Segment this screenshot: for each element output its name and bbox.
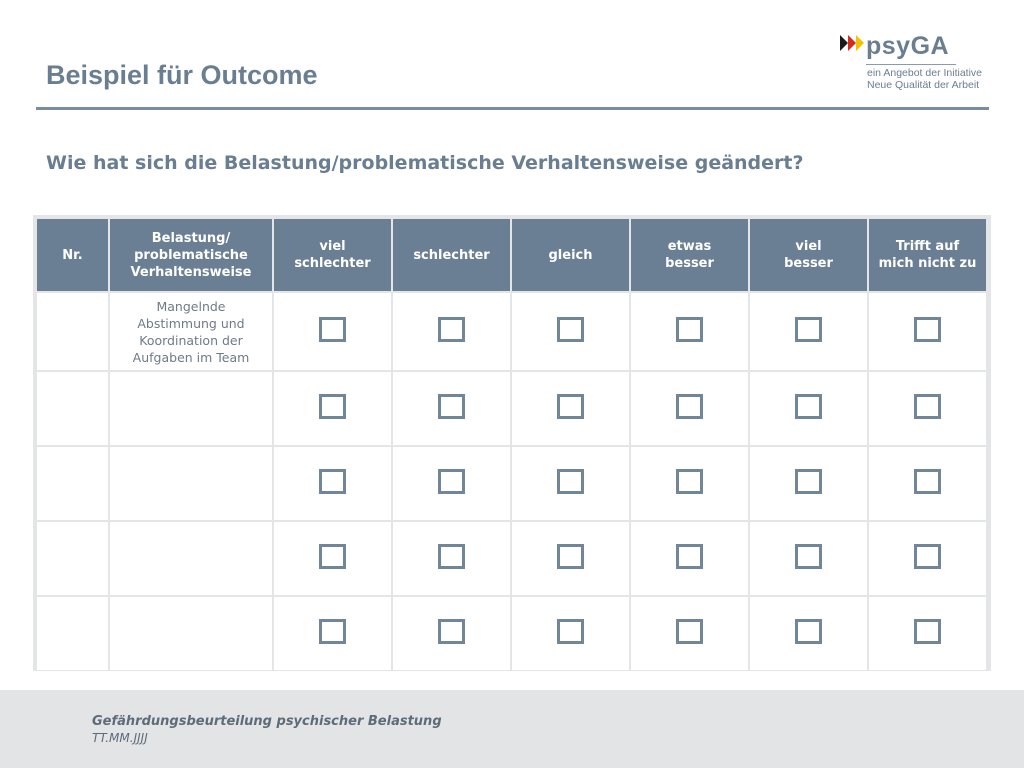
table-row xyxy=(37,372,986,445)
header-etwas-besser: etwas besser xyxy=(631,219,748,291)
checkbox-viel-besser-empty-checkbox-icon[interactable] xyxy=(795,619,822,644)
option-schlechter-cell xyxy=(393,597,510,670)
table-row xyxy=(37,597,986,670)
table-row xyxy=(37,522,986,595)
checkbox-gleich-empty-checkbox-icon[interactable] xyxy=(557,394,584,419)
option-viel-schlechter-cell xyxy=(274,522,391,595)
logo-arrows-icon xyxy=(840,35,864,51)
logo-divider xyxy=(866,64,956,65)
checkbox-viel-schlechter-empty-checkbox-icon[interactable] xyxy=(319,394,346,419)
checkbox-viel-besser-empty-checkbox-icon[interactable] xyxy=(795,544,822,569)
option-gleich-cell xyxy=(512,293,629,370)
question-heading: Wie hat sich die Belastung/problematisch… xyxy=(46,152,804,174)
row-nr-cell xyxy=(37,447,108,520)
option-viel-besser-cell xyxy=(750,293,867,370)
option-viel-besser-cell xyxy=(750,372,867,445)
table-header-row: Nr. Belastung/ problematische Verhaltens… xyxy=(37,219,986,291)
outcome-table-frame: Nr. Belastung/ problematische Verhaltens… xyxy=(33,215,991,671)
checkbox-gleich-empty-checkbox-icon[interactable] xyxy=(557,469,584,494)
option-trifft-nicht-zu-cell xyxy=(869,522,986,595)
option-etwas-besser-cell xyxy=(631,522,748,595)
checkbox-viel-schlechter-empty-checkbox-icon[interactable] xyxy=(319,619,346,644)
checkbox-schlechter-empty-checkbox-icon[interactable] xyxy=(438,469,465,494)
outcome-table: Nr. Belastung/ problematische Verhaltens… xyxy=(35,217,988,672)
option-etwas-besser-cell xyxy=(631,447,748,520)
option-gleich-cell xyxy=(512,447,629,520)
checkbox-schlechter-empty-checkbox-icon[interactable] xyxy=(438,544,465,569)
option-viel-schlechter-cell xyxy=(274,447,391,520)
option-trifft-nicht-zu-cell xyxy=(869,597,986,670)
option-viel-schlechter-cell xyxy=(274,597,391,670)
row-item-cell xyxy=(110,447,272,520)
option-etwas-besser-cell xyxy=(631,597,748,670)
header-gleich: gleich xyxy=(512,219,629,291)
logo-wordmark: psyGA xyxy=(866,32,950,60)
row-item-text: Mangelnde Abstimmung und Koordination de… xyxy=(132,298,250,365)
table-row: Mangelnde Abstimmung und Koordination de… xyxy=(37,293,986,370)
checkbox-trifft-nicht-zu-empty-checkbox-icon[interactable] xyxy=(914,619,941,644)
footer-bar: Gefährdungsbeurteilung psychischer Belas… xyxy=(0,690,1024,768)
table-row xyxy=(37,447,986,520)
option-viel-schlechter-cell xyxy=(274,293,391,370)
option-trifft-nicht-zu-cell xyxy=(869,447,986,520)
checkbox-viel-besser-empty-checkbox-icon[interactable] xyxy=(795,317,822,342)
header-viel-schlechter: viel schlechter xyxy=(274,219,391,291)
option-viel-besser-cell xyxy=(750,597,867,670)
option-schlechter-cell xyxy=(393,372,510,445)
checkbox-etwas-besser-empty-checkbox-icon[interactable] xyxy=(676,317,703,342)
header-viel-besser: viel besser xyxy=(750,219,867,291)
option-gleich-cell xyxy=(512,522,629,595)
row-nr-cell xyxy=(37,372,108,445)
checkbox-viel-schlechter-empty-checkbox-icon[interactable] xyxy=(319,317,346,342)
checkbox-gleich-empty-checkbox-icon[interactable] xyxy=(557,317,584,342)
option-gleich-cell xyxy=(512,372,629,445)
header-nr: Nr. xyxy=(37,219,108,291)
logo-subtitle-line1: ein Angebot der Initiative xyxy=(867,67,982,79)
checkbox-trifft-nicht-zu-empty-checkbox-icon[interactable] xyxy=(914,544,941,569)
option-schlechter-cell xyxy=(393,293,510,370)
option-gleich-cell xyxy=(512,597,629,670)
row-item-cell xyxy=(110,522,272,595)
option-viel-schlechter-cell xyxy=(274,372,391,445)
footer-date: TT.MM.JJJJ xyxy=(92,731,148,745)
option-schlechter-cell xyxy=(393,447,510,520)
option-etwas-besser-cell xyxy=(631,372,748,445)
footer-document-title: Gefährdungsbeurteilung psychischer Belas… xyxy=(92,714,442,729)
header-belastung: Belastung/ problematische Verhaltensweis… xyxy=(110,219,272,291)
checkbox-etwas-besser-empty-checkbox-icon[interactable] xyxy=(676,619,703,644)
row-nr-cell xyxy=(37,293,108,370)
logo-subtitle-line2: Neue Qualität der Arbeit xyxy=(867,79,980,91)
checkbox-trifft-nicht-zu-empty-checkbox-icon[interactable] xyxy=(914,394,941,419)
row-nr-cell xyxy=(37,597,108,670)
checkbox-gleich-empty-checkbox-icon[interactable] xyxy=(557,544,584,569)
checkbox-trifft-nicht-zu-empty-checkbox-icon[interactable] xyxy=(914,317,941,342)
checkbox-viel-besser-empty-checkbox-icon[interactable] xyxy=(795,394,822,419)
option-trifft-nicht-zu-cell xyxy=(869,293,986,370)
checkbox-schlechter-empty-checkbox-icon[interactable] xyxy=(438,317,465,342)
checkbox-etwas-besser-empty-checkbox-icon[interactable] xyxy=(676,544,703,569)
row-item-cell xyxy=(110,597,272,670)
row-item-cell: Mangelnde Abstimmung und Koordination de… xyxy=(110,293,272,370)
option-viel-besser-cell xyxy=(750,447,867,520)
checkbox-viel-schlechter-empty-checkbox-icon[interactable] xyxy=(319,469,346,494)
header-trifft-nicht-zu: Trifft auf mich nicht zu xyxy=(869,219,986,291)
checkbox-viel-schlechter-empty-checkbox-icon[interactable] xyxy=(319,544,346,569)
checkbox-viel-besser-empty-checkbox-icon[interactable] xyxy=(795,469,822,494)
option-etwas-besser-cell xyxy=(631,293,748,370)
option-schlechter-cell xyxy=(393,522,510,595)
title-divider xyxy=(36,107,989,110)
checkbox-schlechter-empty-checkbox-icon[interactable] xyxy=(438,394,465,419)
option-trifft-nicht-zu-cell xyxy=(869,372,986,445)
row-nr-cell xyxy=(37,522,108,595)
checkbox-trifft-nicht-zu-empty-checkbox-icon[interactable] xyxy=(914,469,941,494)
row-item-cell xyxy=(110,372,272,445)
header-schlechter: schlechter xyxy=(393,219,510,291)
page-title: Beispiel für Outcome xyxy=(46,60,318,90)
checkbox-gleich-empty-checkbox-icon[interactable] xyxy=(557,619,584,644)
checkbox-schlechter-empty-checkbox-icon[interactable] xyxy=(438,619,465,644)
checkbox-etwas-besser-empty-checkbox-icon[interactable] xyxy=(676,469,703,494)
checkbox-etwas-besser-empty-checkbox-icon[interactable] xyxy=(676,394,703,419)
option-viel-besser-cell xyxy=(750,522,867,595)
psyga-logo: psyGA ein Angebot der Initiative Neue Qu… xyxy=(838,32,988,92)
